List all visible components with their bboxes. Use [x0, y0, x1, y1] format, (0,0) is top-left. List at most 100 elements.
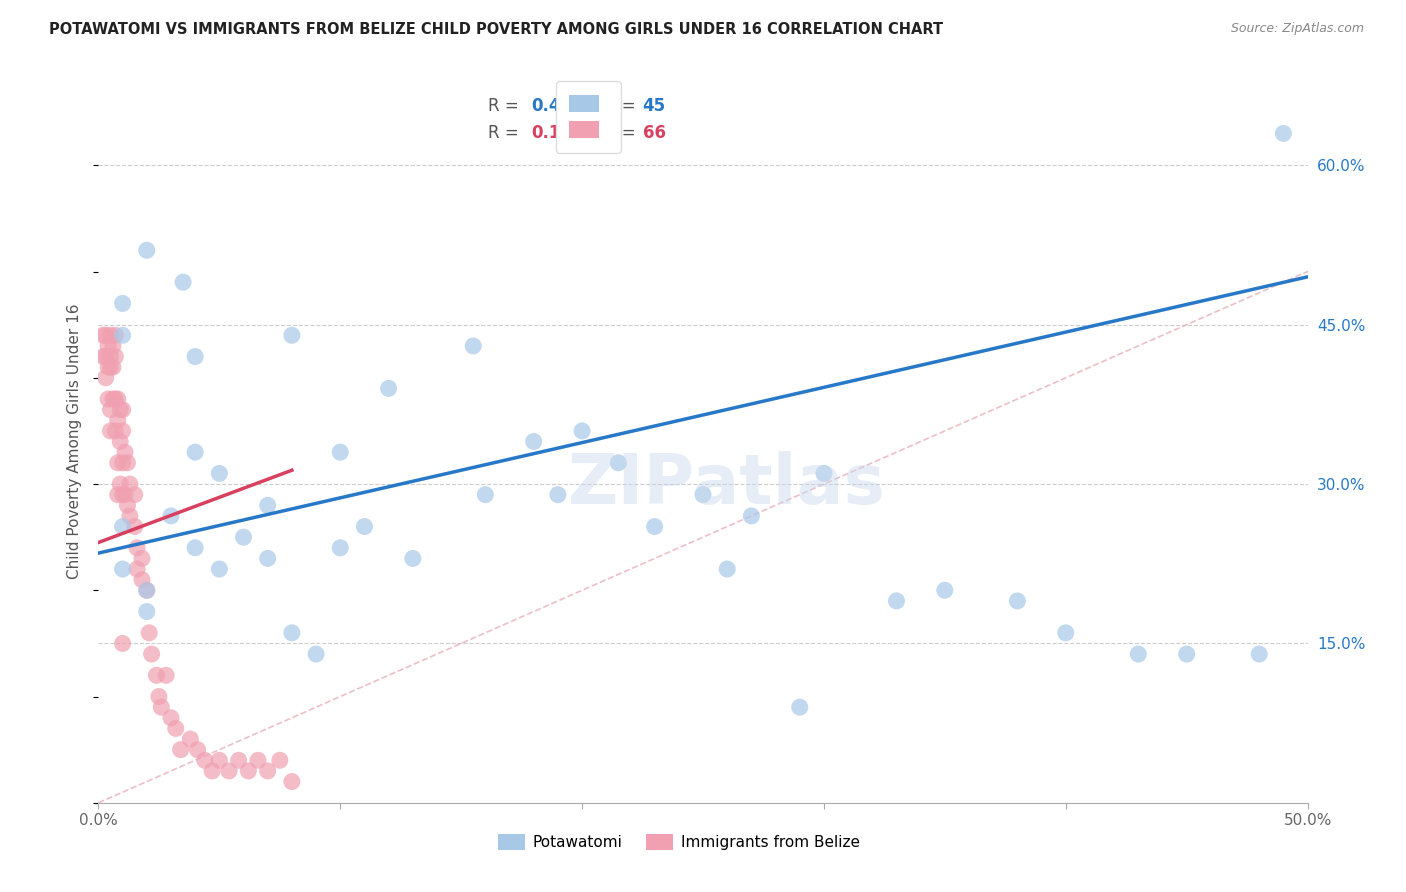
Point — [111, 424, 134, 438]
Point — [111, 519, 134, 533]
Point — [104, 424, 127, 438]
Point — [114, 488, 136, 502]
Point — [218, 764, 240, 778]
Point — [571, 424, 593, 438]
Text: 66: 66 — [643, 124, 665, 142]
Text: N =: N = — [603, 124, 641, 142]
Point — [1249, 647, 1271, 661]
Point — [716, 562, 738, 576]
Point — [281, 774, 304, 789]
Point — [141, 647, 163, 661]
Point — [111, 488, 134, 502]
Point — [124, 519, 146, 533]
Point — [329, 541, 352, 555]
Point — [124, 488, 146, 502]
Point — [101, 339, 124, 353]
Point — [644, 519, 666, 533]
Point — [107, 392, 129, 406]
Point — [305, 647, 328, 661]
Point — [107, 456, 129, 470]
Point — [269, 753, 291, 767]
Legend: Potawatomi, Immigrants from Belize: Potawatomi, Immigrants from Belize — [492, 829, 866, 856]
Point — [107, 488, 129, 502]
Point — [934, 583, 956, 598]
Point — [208, 467, 231, 481]
Point — [118, 477, 141, 491]
Point — [111, 456, 134, 470]
Point — [228, 753, 250, 767]
Text: Source: ZipAtlas.com: Source: ZipAtlas.com — [1230, 22, 1364, 36]
Point — [256, 551, 278, 566]
Point — [111, 328, 134, 343]
Point — [1054, 625, 1077, 640]
Point — [94, 350, 117, 364]
Point — [1272, 127, 1295, 141]
Point — [1007, 594, 1029, 608]
Point — [187, 742, 209, 756]
Text: POTAWATOMI VS IMMIGRANTS FROM BELIZE CHILD POVERTY AMONG GIRLS UNDER 16 CORRELAT: POTAWATOMI VS IMMIGRANTS FROM BELIZE CHI… — [49, 22, 943, 37]
Point — [100, 350, 122, 364]
Point — [111, 296, 134, 310]
Point — [474, 488, 496, 502]
Point — [463, 339, 485, 353]
Point — [169, 742, 191, 756]
Point — [281, 328, 304, 343]
Text: 0.405: 0.405 — [531, 96, 583, 115]
Point — [107, 413, 129, 427]
Text: R =: R = — [488, 124, 524, 142]
Point — [238, 764, 260, 778]
Point — [135, 244, 157, 258]
Point — [353, 519, 375, 533]
Text: ZIPatlas: ZIPatlas — [568, 451, 886, 518]
Point — [100, 328, 122, 343]
Text: 45: 45 — [643, 96, 665, 115]
Point — [101, 360, 124, 375]
Point — [184, 350, 207, 364]
Point — [201, 764, 224, 778]
Text: 0.130: 0.130 — [531, 124, 583, 142]
Point — [256, 764, 278, 778]
Point — [138, 625, 160, 640]
Point — [94, 371, 117, 385]
Point — [1128, 647, 1150, 661]
Point — [813, 467, 835, 481]
Point — [91, 328, 114, 343]
Point — [148, 690, 170, 704]
Point — [135, 605, 157, 619]
Point — [104, 328, 127, 343]
Text: N =: N = — [603, 96, 641, 115]
Point — [111, 562, 134, 576]
Point — [281, 625, 304, 640]
Point — [377, 381, 399, 395]
Point — [97, 339, 120, 353]
Point — [97, 360, 120, 375]
Point — [607, 456, 630, 470]
Point — [155, 668, 177, 682]
Text: R =: R = — [488, 96, 524, 115]
Point — [150, 700, 173, 714]
Point — [194, 753, 217, 767]
Point — [127, 562, 149, 576]
Point — [789, 700, 811, 714]
Point — [91, 350, 114, 364]
Point — [97, 392, 120, 406]
Point — [94, 328, 117, 343]
Point — [692, 488, 714, 502]
Point — [100, 360, 122, 375]
Point — [108, 477, 131, 491]
Point — [179, 732, 201, 747]
Point — [117, 498, 139, 512]
Point — [135, 583, 157, 598]
Point — [108, 434, 131, 449]
Point — [104, 392, 127, 406]
Point — [402, 551, 425, 566]
Point — [100, 424, 122, 438]
Point — [256, 498, 278, 512]
Point — [208, 562, 231, 576]
Point — [232, 530, 254, 544]
Point — [184, 445, 207, 459]
Point — [118, 508, 141, 523]
Point — [740, 508, 762, 523]
Point — [135, 583, 157, 598]
Point — [165, 722, 187, 736]
